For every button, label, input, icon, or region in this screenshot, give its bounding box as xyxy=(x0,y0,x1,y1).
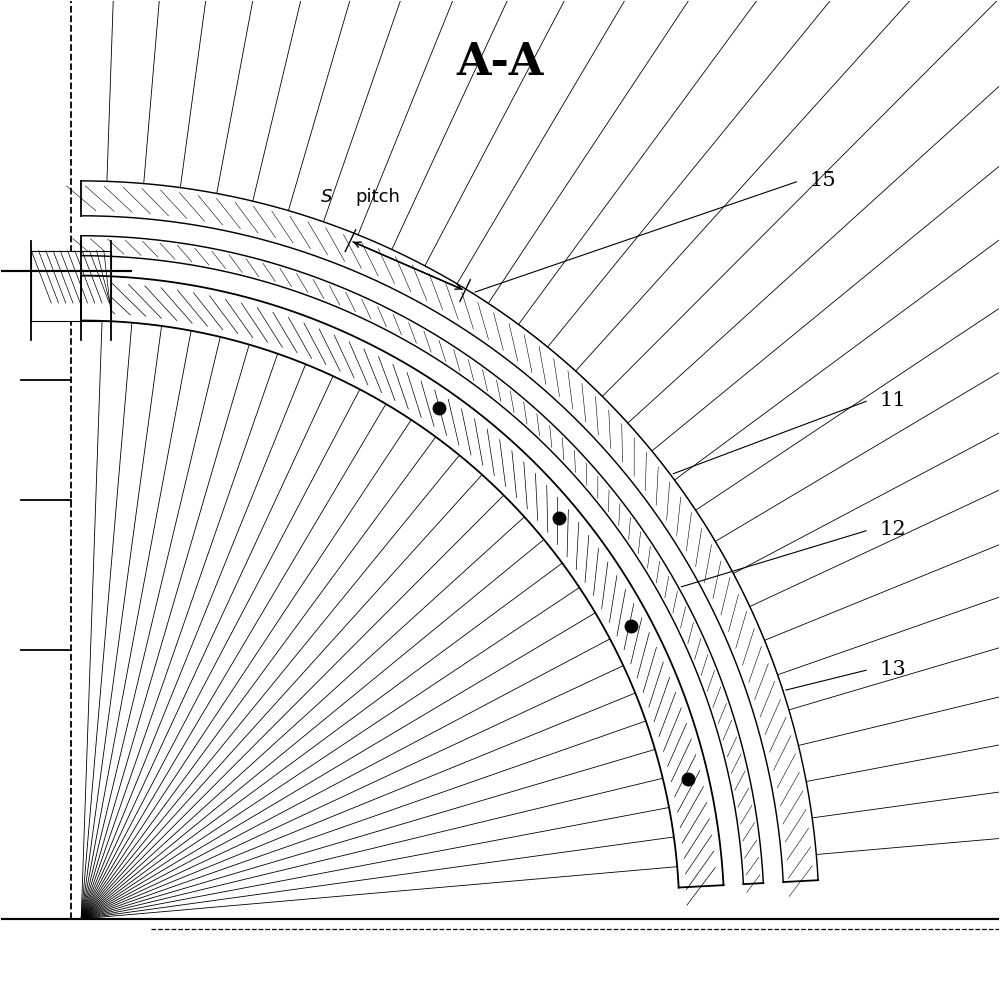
Polygon shape xyxy=(81,256,743,885)
Text: 11: 11 xyxy=(879,391,906,410)
Text: 13: 13 xyxy=(879,660,906,679)
Polygon shape xyxy=(81,216,783,883)
Polygon shape xyxy=(81,276,723,888)
Text: 15: 15 xyxy=(809,171,836,190)
Polygon shape xyxy=(81,236,763,884)
Text: $S$: $S$ xyxy=(320,188,333,206)
Text: 12: 12 xyxy=(879,520,906,539)
Polygon shape xyxy=(81,181,818,882)
Text: A-A: A-A xyxy=(456,41,544,84)
Text: pitch: pitch xyxy=(355,188,400,206)
Polygon shape xyxy=(31,251,111,321)
